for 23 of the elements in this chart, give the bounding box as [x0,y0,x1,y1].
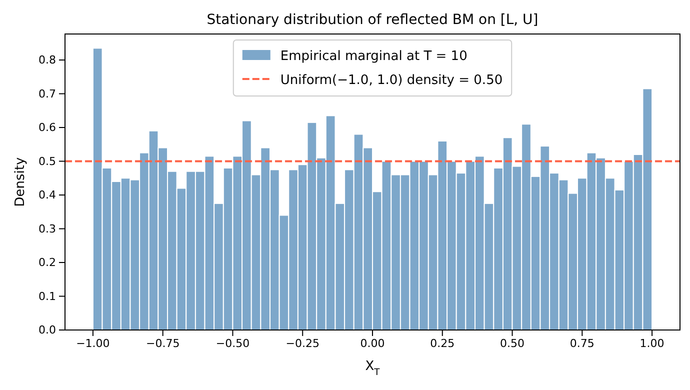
y-tick-label: 0.3 [38,222,56,236]
x-tick-label: −1.00 [76,336,110,350]
legend-label: Uniform(−1.0, 1.0) density = 0.50 [280,73,503,88]
y-tick-label: 0.7 [38,87,56,100]
x-tick-label: 1.00 [640,336,664,350]
y-tick-label: 0.5 [38,154,56,168]
y-tick-label: 0.6 [38,121,56,134]
y-tick-label: 0.4 [38,188,56,202]
x-tick-label: 0.75 [570,336,594,350]
y-tick-label: 0.0 [38,324,56,337]
y-axis-title: Density [13,156,28,207]
y-tick-label: 0.2 [38,256,56,270]
y-tick-label: 0.1 [38,290,56,303]
x-tick-label: 0.25 [430,336,455,350]
x-tick-label: 0.50 [500,336,525,350]
x-tick-label: −0.25 [286,336,320,350]
x-tick-label: 0.00 [360,336,385,350]
chart-title: Stationary distribution of reflected BM on [L, U] [206,12,538,28]
x-tick-label: −0.50 [216,336,250,350]
x-axis-title: X$_{T}$ [365,359,380,378]
y-tick-label: 0.8 [38,54,56,67]
x-tick-label: −0.75 [146,336,180,350]
legend-label: Empirical marginal at T = 10 [280,49,468,64]
